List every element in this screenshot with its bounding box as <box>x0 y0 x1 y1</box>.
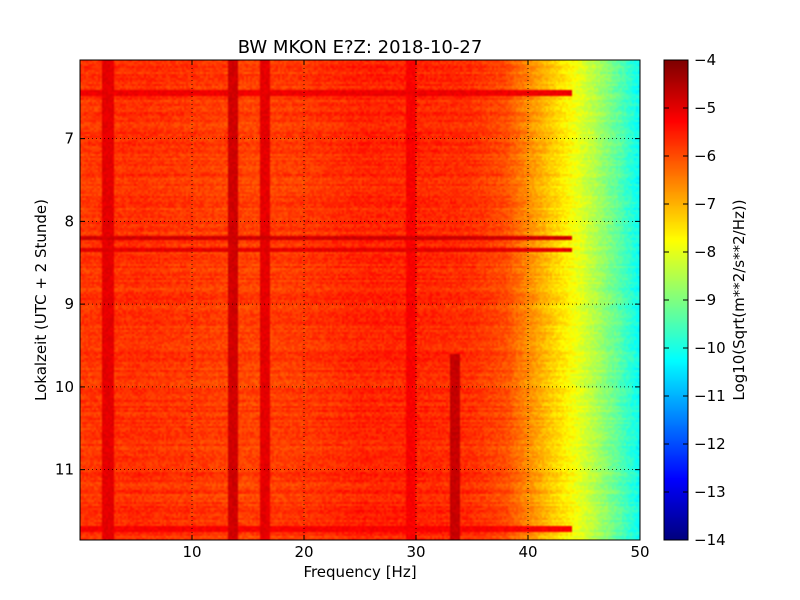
colorbar-tick-label: −6 <box>694 147 716 165</box>
colorbar-tick-label: −8 <box>694 243 716 261</box>
x-tick-label: 20 <box>294 543 313 561</box>
colorbar-tick-label: −9 <box>694 291 716 309</box>
grid-lines <box>80 60 640 540</box>
y-axis-label: Lokalzeit (UTC + 2 Stunde) <box>32 199 50 401</box>
colorbar-tick-label: −7 <box>694 195 716 213</box>
y-tick-label: 8 <box>64 212 74 230</box>
colorbar-tick-label: −11 <box>694 387 726 405</box>
colorbar-tick-label: −10 <box>694 339 726 357</box>
x-tick-label: 10 <box>182 543 201 561</box>
colorbar-tick-label: −5 <box>694 99 716 117</box>
y-tick-label: 7 <box>64 130 74 148</box>
chart-title: BW MKON E?Z: 2018-10-27 <box>238 37 483 58</box>
x-axis-label: Frequency [Hz] <box>303 563 416 581</box>
heatmap-image <box>80 60 640 540</box>
y-tick-label: 11 <box>55 461 74 479</box>
colorbar-tick-label: −14 <box>694 531 726 549</box>
x-tick-label: 40 <box>518 543 537 561</box>
colorbar: −4 −5 −6 −7 −8 −9 −10 −11 −12 −13 −14 Log10(Sqrt(m… <box>663 51 748 549</box>
x-axis: 10 20 30 40 50 <box>182 60 650 561</box>
colorbar-tick-label: −4 <box>694 51 716 69</box>
colorbar-tick-label: −12 <box>694 435 726 453</box>
colorbar-tick-label: −13 <box>694 483 726 501</box>
colorbar-label: Log10(Sqrt(m**2/s**2/Hz)) <box>730 199 748 400</box>
colorbar-ticks: −4 −5 −6 −7 −8 −9 −10 −11 −12 −13 −14 <box>664 51 726 549</box>
x-tick-label: 30 <box>406 543 425 561</box>
plot-frame <box>79 59 641 541</box>
y-tick-label: 9 <box>64 295 74 313</box>
heatmap-area <box>80 60 640 540</box>
y-tick-label: 10 <box>55 378 74 396</box>
x-tick-label: 50 <box>630 543 649 561</box>
y-axis: 7 8 9 10 11 <box>55 130 640 479</box>
